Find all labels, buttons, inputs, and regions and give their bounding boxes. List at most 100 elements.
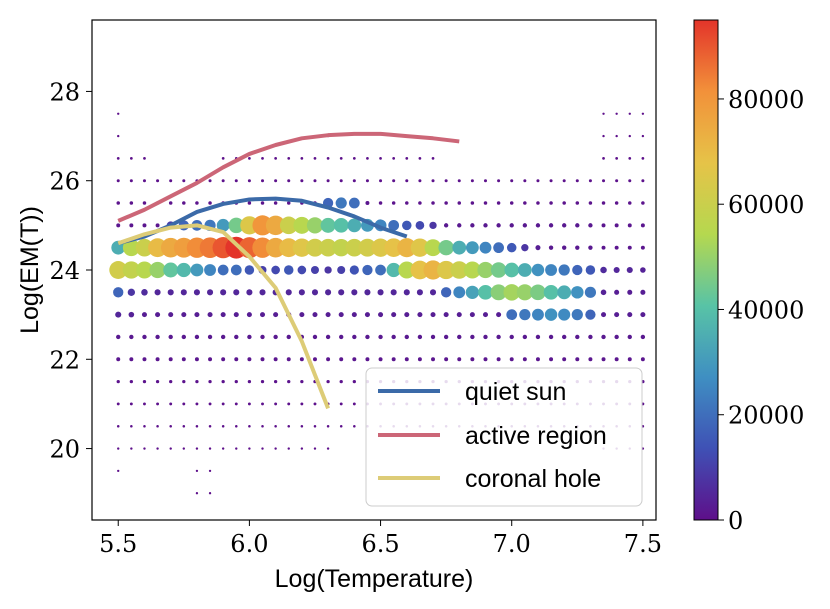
scatter-point xyxy=(388,219,400,231)
scatter-point xyxy=(601,357,606,362)
y-tick-label: 28 xyxy=(49,78,80,106)
scatter-point xyxy=(117,447,120,450)
scatter-point xyxy=(391,334,396,340)
scatter-point xyxy=(156,402,160,406)
scatter-point xyxy=(627,245,632,250)
scatter-point xyxy=(260,334,265,340)
scatter-point xyxy=(523,179,527,183)
legend-box xyxy=(365,367,643,507)
scatter-point xyxy=(273,379,278,384)
scatter-point xyxy=(273,312,279,318)
scatter-point xyxy=(274,402,278,406)
scatter-point xyxy=(122,261,141,279)
scatter-point xyxy=(208,179,212,183)
scatter-point xyxy=(298,289,305,296)
scatter-point xyxy=(207,289,214,296)
scatter-point xyxy=(531,263,545,277)
scatter-point xyxy=(116,334,121,340)
scatter-point xyxy=(457,334,462,340)
scatter-point xyxy=(176,262,191,278)
scatter-point xyxy=(483,179,487,183)
scatter-point xyxy=(562,357,567,362)
scatter-point xyxy=(116,424,120,428)
scatter-point xyxy=(349,265,359,275)
scatter-point xyxy=(418,157,422,160)
scatter-point xyxy=(509,334,514,340)
scatter-point xyxy=(601,245,606,250)
scatter-point xyxy=(324,266,332,274)
scatter-point xyxy=(366,157,369,160)
scatter-point xyxy=(248,157,251,160)
scatter-point xyxy=(143,402,146,406)
scatter-point xyxy=(326,179,330,183)
scatter-point xyxy=(181,357,186,362)
scatter-point xyxy=(516,284,533,301)
scatter-point xyxy=(457,201,462,205)
scatter-point xyxy=(640,312,646,318)
scatter-point xyxy=(168,357,173,362)
scatter-point xyxy=(627,334,632,340)
scatter-point xyxy=(614,201,619,205)
scatter-point xyxy=(352,357,357,362)
colorbar-tick-label: 20000 xyxy=(728,402,804,430)
scatter-point xyxy=(548,245,554,250)
scatter-point xyxy=(405,201,409,205)
scatter-point xyxy=(332,239,350,257)
scatter-point xyxy=(496,201,501,205)
scatter-point xyxy=(457,223,462,228)
scatter-point xyxy=(506,242,517,253)
scatter-point xyxy=(260,357,265,362)
x-axis: 5.5 6.0 6.5 7.0 7.5 xyxy=(99,520,662,558)
scatter-point xyxy=(207,334,213,340)
scatter-point xyxy=(417,334,423,340)
scatter-point xyxy=(535,334,541,340)
scatter-point xyxy=(424,239,442,257)
scatter-point xyxy=(364,289,371,296)
scatter-point xyxy=(313,424,317,428)
scatter-point xyxy=(233,289,240,296)
scatter-point xyxy=(234,402,238,406)
scatter-point xyxy=(279,238,299,258)
scatter-point xyxy=(221,424,225,428)
scatter-point xyxy=(641,157,645,160)
scatter-point xyxy=(490,284,507,301)
scatter-point xyxy=(352,402,356,406)
scatter-point xyxy=(326,379,330,384)
y-tick-label: 20 xyxy=(49,436,80,464)
scatter-point xyxy=(279,216,298,235)
scatter-point xyxy=(135,238,154,257)
scatter-point xyxy=(530,284,546,301)
legend-label-coronal-hole: coronal hole xyxy=(465,465,601,493)
scatter-point xyxy=(195,492,199,495)
x-tick-label: 7.5 xyxy=(624,530,662,558)
scatter-point xyxy=(129,379,133,384)
scatter-point xyxy=(429,221,437,230)
scatter-point xyxy=(613,266,620,274)
scatter-point xyxy=(208,379,212,384)
scatter-point xyxy=(562,201,566,205)
scatter-point xyxy=(193,289,200,296)
scatter-point xyxy=(415,221,425,230)
scatter-point xyxy=(220,334,226,340)
scatter-point xyxy=(375,264,386,276)
scatter-point xyxy=(585,309,596,320)
scatter-point xyxy=(615,112,618,115)
scatter-point xyxy=(116,379,120,384)
scatter-point xyxy=(339,334,344,340)
scatter-point xyxy=(469,312,475,318)
scatter-point xyxy=(348,197,360,209)
scatter-point xyxy=(169,179,173,183)
scatter-point xyxy=(535,357,540,362)
y-axis: 20 22 24 26 28 xyxy=(49,78,92,464)
scatter-point xyxy=(129,179,133,183)
scatter-point xyxy=(391,201,396,205)
scatter-point xyxy=(274,424,277,428)
scatter-point xyxy=(247,402,251,406)
scatter-point xyxy=(339,157,343,160)
scatter-point xyxy=(109,261,128,279)
scatter-point xyxy=(313,179,317,183)
scatter-point xyxy=(228,217,244,234)
scatter-point xyxy=(640,223,645,228)
scatter-point xyxy=(585,265,596,275)
